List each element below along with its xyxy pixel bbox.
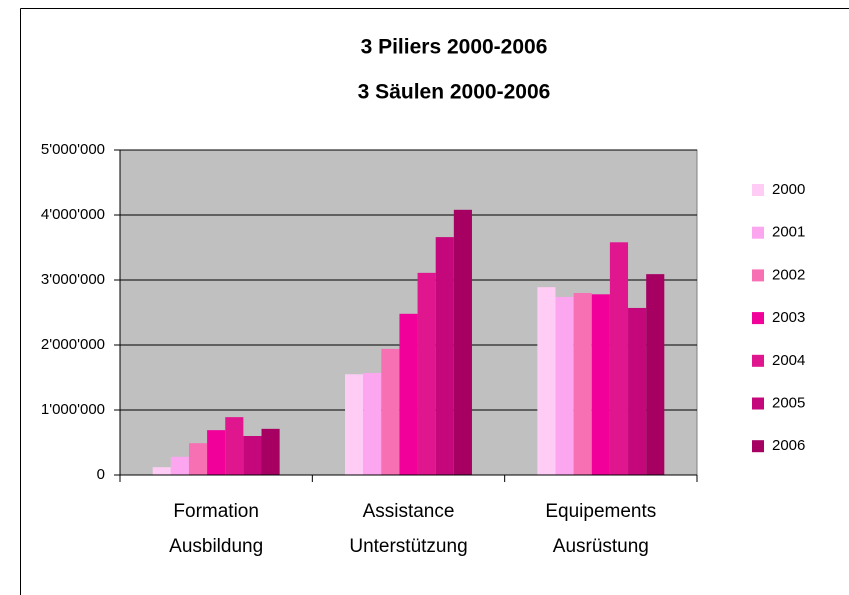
legend-swatch: [752, 397, 764, 410]
bar: [152, 467, 171, 475]
legend-swatch: [752, 226, 764, 239]
bar: [573, 293, 592, 475]
bar: [243, 436, 262, 475]
y-tick-label: 5'000'000: [41, 141, 105, 158]
x-tick-label: Ausbildung: [169, 536, 263, 557]
legend-label: 2001: [772, 224, 805, 241]
bar: [363, 372, 382, 475]
x-tick-label: Assistance: [363, 501, 455, 522]
x-tick-label: Unterstützung: [349, 536, 467, 557]
bar: [225, 417, 244, 475]
bar: [537, 287, 556, 475]
legend-label: 2000: [772, 181, 805, 198]
y-tick-label: 4'000'000: [41, 206, 105, 223]
legend-swatch: [752, 184, 764, 196]
legend-label: 2005: [772, 394, 805, 411]
x-tick-label: Formation: [173, 501, 259, 522]
legend-swatch: [752, 312, 764, 325]
chart-title: 3 Piliers 2000-2006: [361, 36, 548, 59]
bar: [417, 272, 436, 475]
bar: [435, 237, 454, 475]
bar: [646, 274, 665, 475]
chart-title: 3 Säulen 2000-2006: [358, 81, 551, 104]
y-tick-label: 1'000'000: [41, 401, 105, 418]
legend-label: 2006: [772, 437, 805, 454]
bar: [628, 307, 647, 475]
bar: [345, 374, 364, 475]
bar: [399, 313, 418, 475]
bar: [188, 443, 208, 475]
y-tick-label: 3'000'000: [41, 271, 105, 288]
bar: [261, 428, 280, 475]
x-tick-label: Equipements: [545, 501, 656, 522]
legend-swatch: [752, 269, 764, 282]
bar: [453, 209, 472, 476]
bar: [591, 294, 610, 475]
y-tick-label: 2'000'000: [41, 336, 105, 353]
legend-swatch: [752, 354, 764, 367]
x-tick-label: Ausrüstung: [553, 536, 649, 557]
bar: [170, 456, 189, 475]
bar: [609, 242, 629, 475]
legend-label: 2004: [772, 352, 805, 369]
bar: [555, 296, 574, 475]
legend-label: 2002: [772, 266, 805, 283]
bar: [207, 430, 226, 475]
y-tick-label: 0: [97, 466, 105, 483]
legend-swatch: [752, 440, 764, 453]
legend-label: 2003: [772, 309, 805, 326]
bar: [381, 348, 400, 475]
